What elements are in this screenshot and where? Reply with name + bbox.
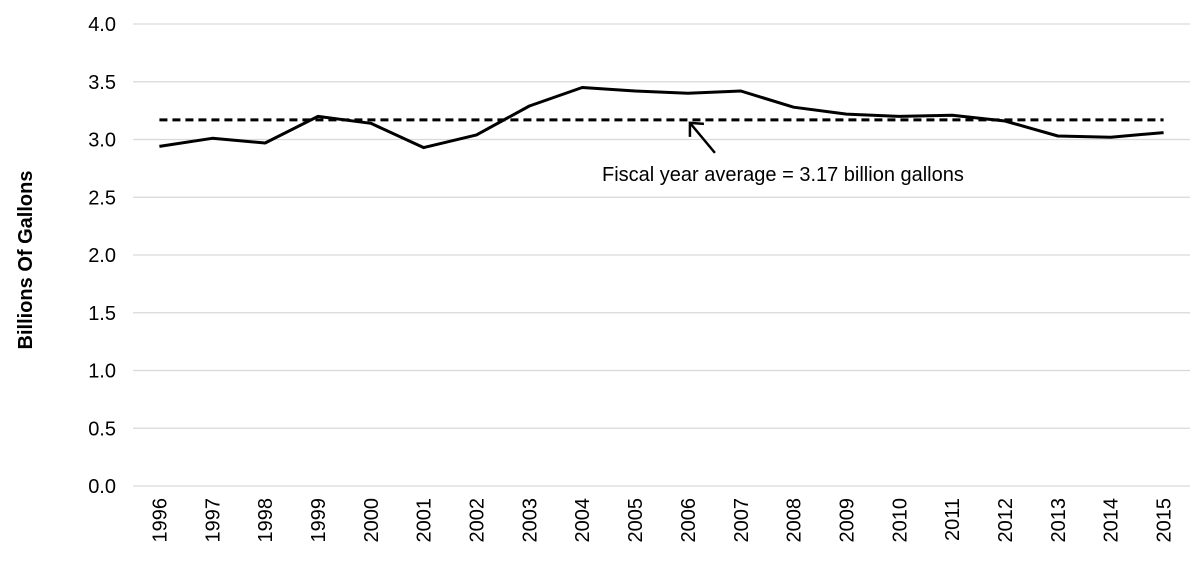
y-axis-title: Billions Of Gallons (15, 171, 37, 350)
y-tick-label: 0.5 (88, 418, 116, 440)
data-point (1109, 135, 1113, 139)
data-point (316, 114, 320, 118)
x-tick-label: 1996 (149, 498, 171, 543)
x-tick-label: 2004 (572, 498, 594, 543)
arrow-head (688, 121, 705, 137)
data-point (1162, 131, 1166, 135)
data-point (792, 105, 796, 109)
data-point (527, 104, 531, 108)
x-tick-label: 2007 (731, 498, 753, 543)
y-tick-label: 1.5 (88, 303, 116, 325)
annotation-arrow-icon (688, 121, 716, 154)
x-tick-label: 2005 (625, 498, 647, 543)
annotation-label: Fiscal year average = 3.17 billion gallo… (602, 164, 964, 186)
y-tick-label: 4.0 (88, 14, 116, 36)
data-point (157, 144, 161, 148)
data-point (686, 91, 690, 95)
data-point (422, 146, 426, 150)
y-tick-label: 3.5 (88, 72, 116, 94)
x-tick-label: 1997 (202, 498, 224, 543)
x-tick-label: 2014 (1101, 498, 1123, 543)
y-tick-label: 3.0 (88, 130, 116, 152)
y-tick-label: 0.0 (88, 476, 116, 498)
data-point (580, 86, 584, 90)
data-point (739, 89, 743, 93)
arrow-shaft (688, 122, 716, 154)
x-tick-label: 2011 (942, 498, 964, 541)
x-tick-label: 2010 (889, 498, 911, 543)
x-tick-label: 1999 (308, 498, 330, 543)
gridlines (133, 23, 1190, 487)
data-point (633, 89, 637, 93)
y-tick-label: 2.5 (88, 187, 116, 209)
x-tick-label: 2015 (1154, 498, 1176, 543)
x-tick-label: 2001 (414, 498, 436, 543)
x-tick-label: 2006 (678, 498, 700, 543)
data-point (210, 136, 214, 140)
x-tick-label: 2012 (995, 498, 1017, 543)
data-point (263, 141, 267, 145)
x-tick-label: 2013 (1048, 498, 1070, 543)
x-tick-label: 2000 (361, 498, 383, 543)
y-tick-label: 1.0 (88, 361, 116, 383)
data-point (1056, 134, 1060, 138)
data-point (369, 121, 373, 125)
y-tick-label: 2.0 (88, 245, 116, 267)
series-line (159, 86, 1164, 150)
x-tick-label: 2009 (836, 498, 858, 543)
y-axis-ticks: 0.0 0.5 1.0 1.5 2.0 2.5 3.0 3.5 4.0 (88, 14, 116, 498)
data-point (950, 113, 954, 117)
data-point (844, 112, 848, 116)
x-tick-label: 2008 (784, 498, 806, 543)
data-point (475, 133, 479, 137)
data-point (897, 114, 901, 118)
x-tick-label: 1998 (255, 498, 277, 543)
x-tick-label: 2002 (467, 498, 489, 543)
data-point (1003, 119, 1007, 123)
x-axis-ticks: 1996 1997 1998 1999 2000 2001 2002 2003 2004 2005… (149, 498, 1175, 543)
x-tick-label: 2003 (519, 498, 541, 543)
